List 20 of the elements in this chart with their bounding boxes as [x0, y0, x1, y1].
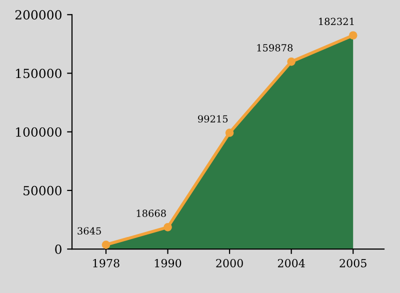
x-tick-label: 2000: [216, 258, 243, 268]
y-tick-label: 50000: [24, 186, 62, 196]
y-tick-label: 100000: [16, 127, 62, 137]
x-tick-label: 2005: [340, 258, 366, 268]
x-tick-label: 1978: [93, 258, 120, 268]
y-tick-label: 150000: [16, 68, 62, 78]
point: [287, 58, 296, 66]
y-tick-label: 200000: [15, 10, 62, 20]
point: [225, 128, 234, 137]
x-tick-label: 1990: [154, 258, 182, 268]
point: [102, 240, 110, 249]
x-tick-label: 2004: [278, 258, 305, 268]
data-label: 3645: [78, 227, 101, 235]
data-label: 18668: [136, 210, 166, 217]
y-tick-label: 0: [55, 244, 62, 254]
point: [164, 223, 172, 232]
point: [348, 31, 358, 40]
data-label: 99215: [198, 115, 228, 123]
data-label: 182321: [319, 18, 354, 26]
data-label: 159878: [257, 44, 293, 52]
